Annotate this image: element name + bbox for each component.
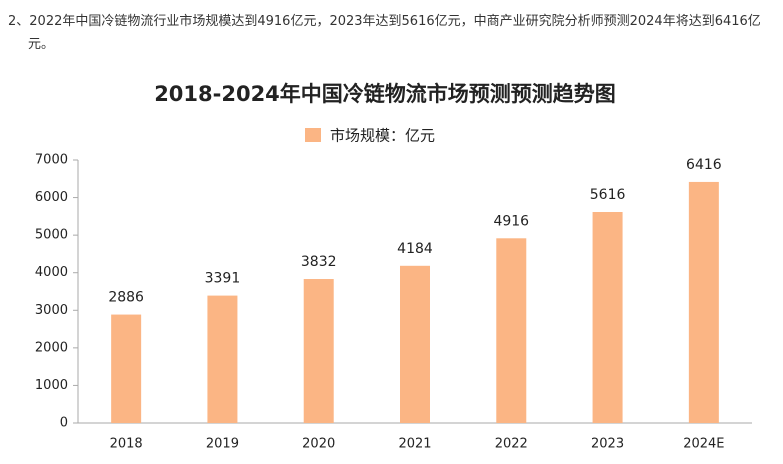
y-tick-label: 4000 [35, 265, 68, 280]
y-tick-label: 1000 [35, 378, 68, 393]
data-label: 4916 [493, 213, 529, 229]
y-tick-label: 0 [60, 416, 68, 431]
bar [400, 265, 430, 423]
y-tick-label: 6000 [35, 190, 68, 205]
bar [592, 211, 623, 423]
x-tick-label: 2023 [591, 437, 624, 452]
bar [496, 238, 527, 423]
y-tick-label: 2000 [35, 340, 68, 355]
chart-title: 2018-2024年中国冷链物流市场预测预测趋势图 [154, 82, 616, 106]
bar [688, 181, 719, 423]
data-label: 5616 [590, 187, 626, 203]
bar [111, 314, 142, 423]
y-tick-label: 3000 [35, 303, 68, 318]
data-label: 3391 [205, 271, 241, 287]
data-label: 6416 [686, 157, 722, 173]
x-tick-label: 2021 [398, 437, 431, 452]
bar [207, 295, 238, 423]
data-label: 3832 [301, 254, 337, 270]
y-tick-label: 7000 [35, 153, 68, 168]
x-tick-label: 2024E [683, 437, 724, 452]
legend-swatch [305, 128, 321, 142]
data-label: 2886 [108, 290, 144, 306]
data-label: 4184 [397, 241, 433, 257]
x-tick-label: 2018 [110, 437, 143, 452]
legend-label: 市场规模：亿元 [330, 127, 435, 145]
paragraph: 2、2022年中国冷链物流行业市场规模达到4916亿元，2023年达到5616亿… [8, 14, 761, 52]
y-tick-label: 5000 [35, 228, 68, 243]
x-tick-label: 2019 [206, 437, 239, 452]
x-tick-label: 2022 [495, 437, 528, 452]
bar [303, 279, 334, 423]
x-tick-label: 2020 [302, 437, 335, 452]
